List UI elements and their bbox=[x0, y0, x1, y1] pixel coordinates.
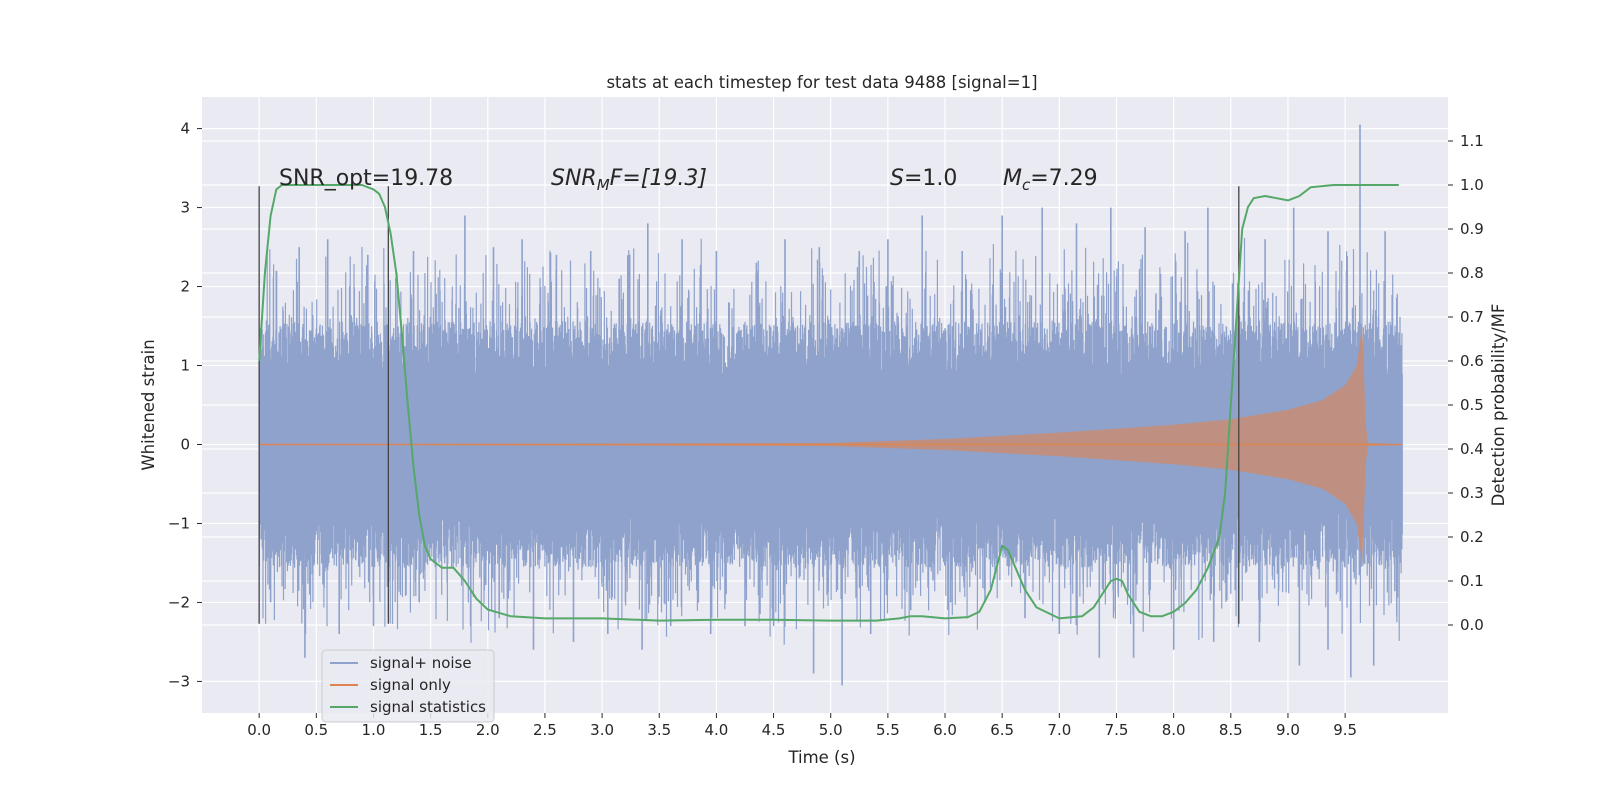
y-right-tick-label: 0.9 bbox=[1460, 220, 1484, 238]
y-tick-label: −1 bbox=[168, 514, 190, 532]
x-tick-label: 4.0 bbox=[704, 721, 728, 739]
x-tick-label: 7.0 bbox=[1047, 721, 1071, 739]
y-right-tick-label: 1.1 bbox=[1460, 132, 1484, 150]
y-tick-label: 3 bbox=[180, 199, 190, 217]
y-axis-label: Whitened strain bbox=[139, 339, 158, 470]
y-right-tick-label: 0.2 bbox=[1460, 528, 1484, 546]
y-axis-label-right: Detection probability/MF bbox=[1489, 304, 1508, 507]
x-tick-label: 3.5 bbox=[647, 721, 671, 739]
y-right-tick-label: 1.0 bbox=[1460, 176, 1484, 194]
x-tick-label: 0.0 bbox=[247, 721, 271, 739]
annotation-snr-mf: SNRMF=[19.3] bbox=[551, 166, 707, 194]
legend-box bbox=[321, 649, 495, 723]
chart-title: stats at each timestep for test data 948… bbox=[606, 73, 1037, 92]
y-tick-label: −2 bbox=[168, 593, 190, 611]
x-tick-label: 2.0 bbox=[476, 721, 500, 739]
x-axis-label: Time (s) bbox=[787, 748, 855, 767]
annotation-snr-opt: SNR_opt=19.78 bbox=[279, 166, 453, 191]
y-right-tick-label: 0.4 bbox=[1460, 440, 1484, 458]
x-tick-label: 3.0 bbox=[590, 721, 614, 739]
x-tick-label: 8.0 bbox=[1162, 721, 1186, 739]
series-signal-only bbox=[259, 326, 1403, 563]
x-tick-label: 0.5 bbox=[304, 721, 328, 739]
x-tick-label: 8.5 bbox=[1219, 721, 1243, 739]
y-right-tick-label: 0.5 bbox=[1460, 396, 1484, 414]
y-right-tick-label: 0.3 bbox=[1460, 484, 1484, 502]
legend: signal+ noise signal only signal statist… bbox=[321, 649, 495, 723]
annotation-mc-main: M bbox=[1003, 166, 1022, 191]
x-tick-label: 2.5 bbox=[533, 721, 557, 739]
y-right-tick-label: 0.1 bbox=[1460, 572, 1484, 590]
annotation-s-rest: =1.0 bbox=[904, 166, 957, 191]
y-tick-label: −3 bbox=[168, 672, 190, 690]
annotation-snr-mf-sub: M bbox=[597, 176, 610, 194]
x-tick-label: 4.5 bbox=[762, 721, 786, 739]
x-tick-label: 1.5 bbox=[419, 721, 443, 739]
x-tick-label: 1.0 bbox=[362, 721, 386, 739]
legend-label-signal-statistics: signal statistics bbox=[370, 698, 486, 716]
y-tick-label: 1 bbox=[180, 357, 190, 375]
legend-label-signal-noise: signal+ noise bbox=[370, 654, 472, 672]
y-right-tick-label: 0.8 bbox=[1460, 264, 1484, 282]
x-tick-label: 5.0 bbox=[819, 721, 843, 739]
y-tick-label: 4 bbox=[180, 120, 190, 138]
annotation-s-main: S bbox=[890, 166, 904, 191]
series-signal-statistics bbox=[258, 184, 1399, 622]
y-tick-label: 2 bbox=[180, 278, 190, 296]
annotation-snr-mf-rest-f: F=[19.3] bbox=[610, 166, 707, 191]
y-axis-ticks-right: 0.0 0.1 0.2 0.3 0.4 0.5 0.6 0.7 0.8 0.9 1.0 1.1 bbox=[1448, 132, 1484, 634]
x-tick-label: 9.5 bbox=[1333, 721, 1357, 739]
x-axis-ticks: 0.0 0.5 1.0 1.5 2.0 2.5 3.0 3.5 4.0 4.5 5.0 5.5 6.0 6… bbox=[247, 713, 1357, 739]
annotation-s: S=1.0 bbox=[890, 166, 957, 191]
x-tick-label: 6.0 bbox=[933, 721, 957, 739]
annotation-snr-mf-main: SNR bbox=[551, 166, 597, 191]
annotation-mc: Mc=7.29 bbox=[1003, 166, 1098, 194]
y-right-tick-label: 0.0 bbox=[1460, 616, 1484, 634]
y-right-tick-label: 0.7 bbox=[1460, 308, 1484, 326]
x-tick-label: 6.5 bbox=[990, 721, 1014, 739]
vertical-markers bbox=[258, 186, 1240, 624]
x-tick-label: 9.0 bbox=[1276, 721, 1300, 739]
annotation-mc-sub: c bbox=[1022, 176, 1031, 194]
legend-label-signal-only: signal only bbox=[370, 676, 451, 694]
annotation-mc-rest: =7.29 bbox=[1030, 166, 1097, 191]
x-tick-label: 7.5 bbox=[1105, 721, 1129, 739]
y-right-tick-label: 0.6 bbox=[1460, 352, 1484, 370]
y-axis-ticks-left: −3 −2 −1 0 1 2 3 4 bbox=[168, 120, 202, 690]
x-tick-label: 5.5 bbox=[876, 721, 900, 739]
series-signal-noise-peaks bbox=[269, 124, 1386, 686]
series-signal-statistics-line bbox=[258, 184, 1399, 622]
y-tick-label: 0 bbox=[180, 435, 190, 453]
